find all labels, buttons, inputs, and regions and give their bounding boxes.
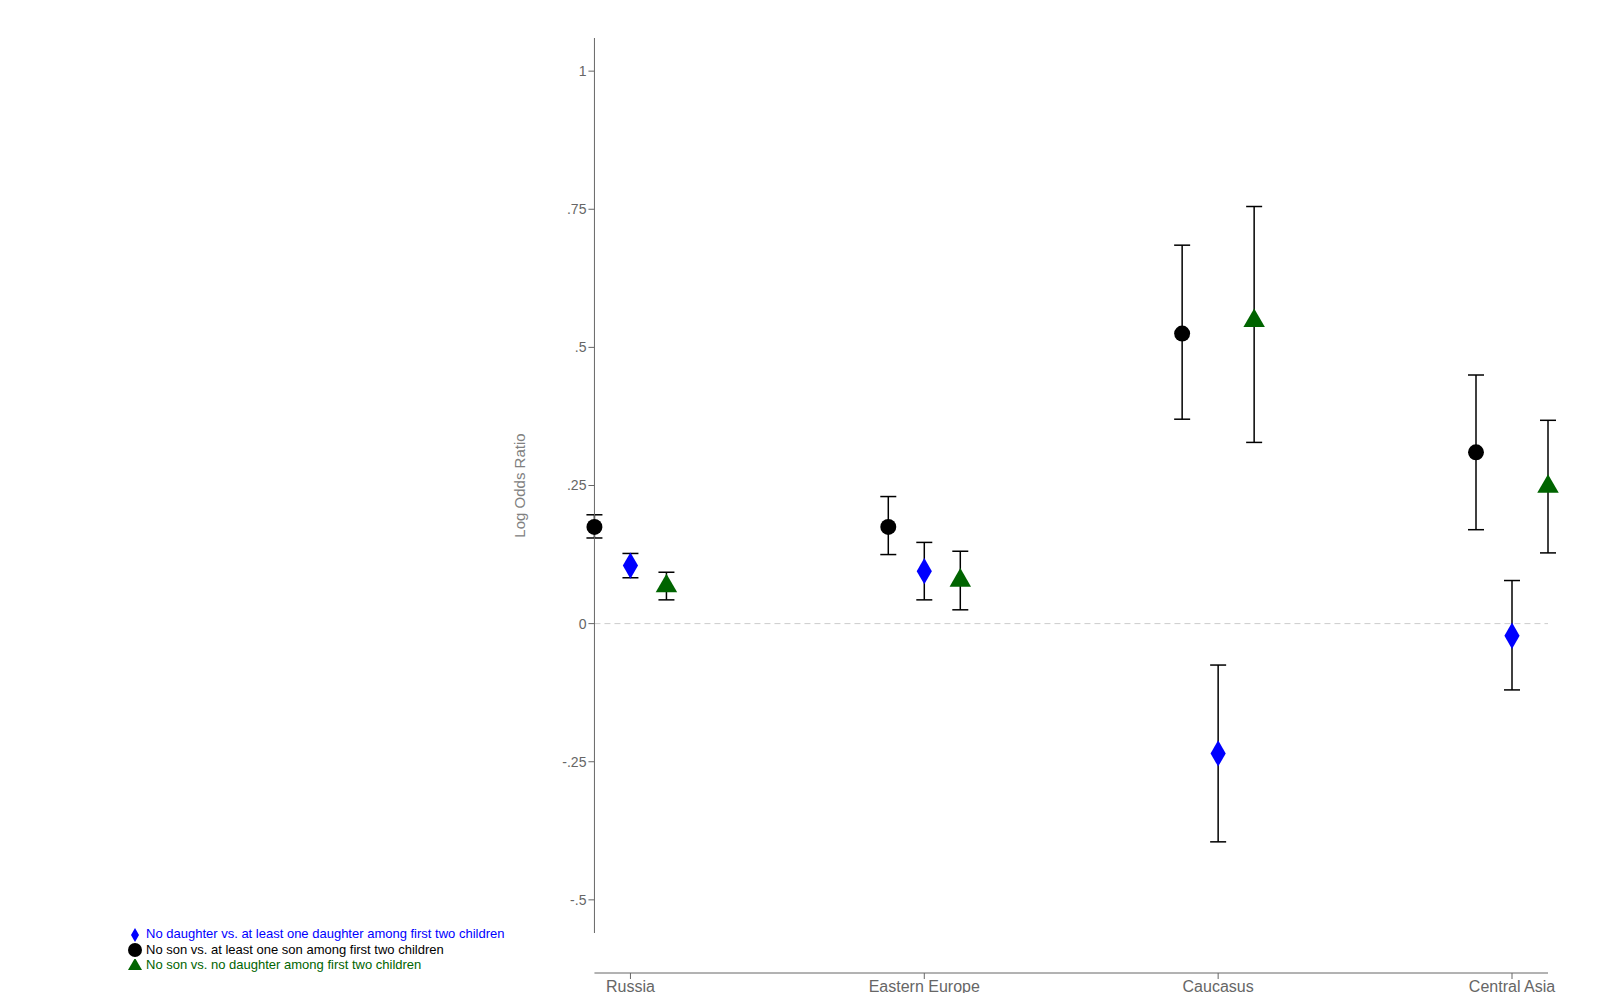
html-text:No son vs. at least one son am: No son vs. at least one son among first …: [146, 941, 444, 957]
svg-text:Caucasus: Caucasus: [1183, 978, 1254, 993]
svg-text:Log Odds Ratio: Log Odds Ratio: [511, 433, 528, 537]
svg-text:Central Asia: Central Asia: [1469, 978, 1555, 993]
svg-text:.75: .75: [567, 201, 587, 217]
html-text:No daughter vs. at least one d: No daughter vs. at least one daughter am…: [146, 926, 505, 942]
svg-text:Russia: Russia: [606, 978, 655, 993]
svg-text:0: 0: [579, 616, 587, 632]
svg-text:Eastern Europe: Eastern Europe: [869, 978, 980, 993]
svg-text:-.5: -.5: [570, 892, 587, 908]
svg-text:1: 1: [579, 63, 587, 79]
svg-text:.5: .5: [575, 339, 587, 355]
html-text:No son vs. no daughter among f: No son vs. no daughter among first two c…: [146, 957, 422, 973]
svg-text:.25: .25: [567, 477, 587, 493]
svg-text:-.25: -.25: [562, 754, 586, 770]
